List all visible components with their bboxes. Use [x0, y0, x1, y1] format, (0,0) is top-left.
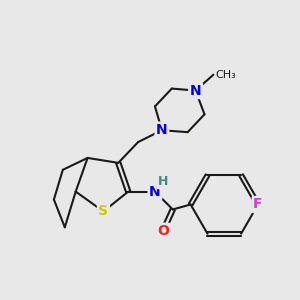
Text: N: N: [149, 184, 161, 199]
Text: O: O: [157, 224, 169, 238]
Text: S: S: [98, 204, 108, 218]
Text: F: F: [253, 197, 263, 212]
Text: N: N: [156, 123, 168, 137]
Text: H: H: [158, 175, 168, 188]
Text: CH₃: CH₃: [215, 70, 236, 80]
Text: N: N: [190, 84, 201, 98]
